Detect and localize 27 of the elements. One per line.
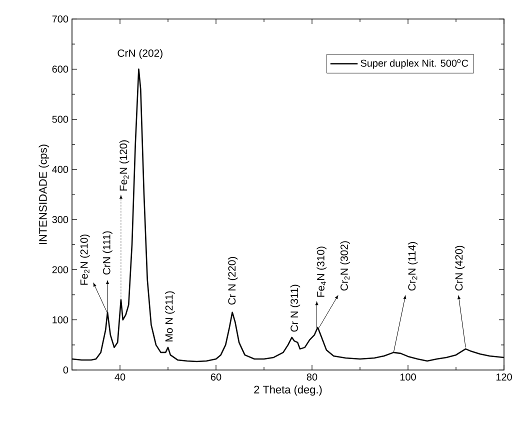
y-tick-label: 600 <box>52 66 68 73</box>
x-tick-label: 100 <box>400 374 416 381</box>
annotation: Mo N (211) <box>165 291 175 342</box>
annotation: Fe$_{2}$N (210) <box>80 234 90 285</box>
annotation: CrN (111) <box>102 231 112 275</box>
x-tick-label: 40 <box>114 374 126 381</box>
y-tick-label: 700 <box>52 15 68 23</box>
y-tick-label: 100 <box>52 316 68 324</box>
y-tick-label: 0 <box>63 366 68 374</box>
annotation: Fe$_{2}$N (120) <box>119 140 130 190</box>
annotation: CrN (202) <box>118 49 162 59</box>
y-tick-label: 200 <box>52 266 68 274</box>
x-tick-label: 60 <box>210 374 222 381</box>
annotation: Cr$_{2}$N (114) <box>408 242 418 291</box>
y-tick-label: 400 <box>52 166 68 173</box>
annotation: CrN (420) <box>454 246 465 291</box>
x-tick-label: 120 <box>496 374 512 381</box>
annotation: Cr N (220) <box>228 256 238 305</box>
y-tick-label: 500 <box>52 116 68 123</box>
annotation: Cr N (311) <box>290 284 300 332</box>
annotation: Fe$_{4}$N (310) <box>316 246 326 297</box>
x-axis-title: 2 Theta (deg.) <box>254 385 322 396</box>
y-tick-label: 300 <box>52 216 68 224</box>
y-axis-title: INTENSIDADE (cps) <box>38 144 49 244</box>
annotation: Cr$_{2}$N (302) <box>340 241 350 291</box>
legend-label: Super duplex Nit. 500$^{o}$C <box>360 59 468 69</box>
x-tick-label: 80 <box>306 374 318 381</box>
